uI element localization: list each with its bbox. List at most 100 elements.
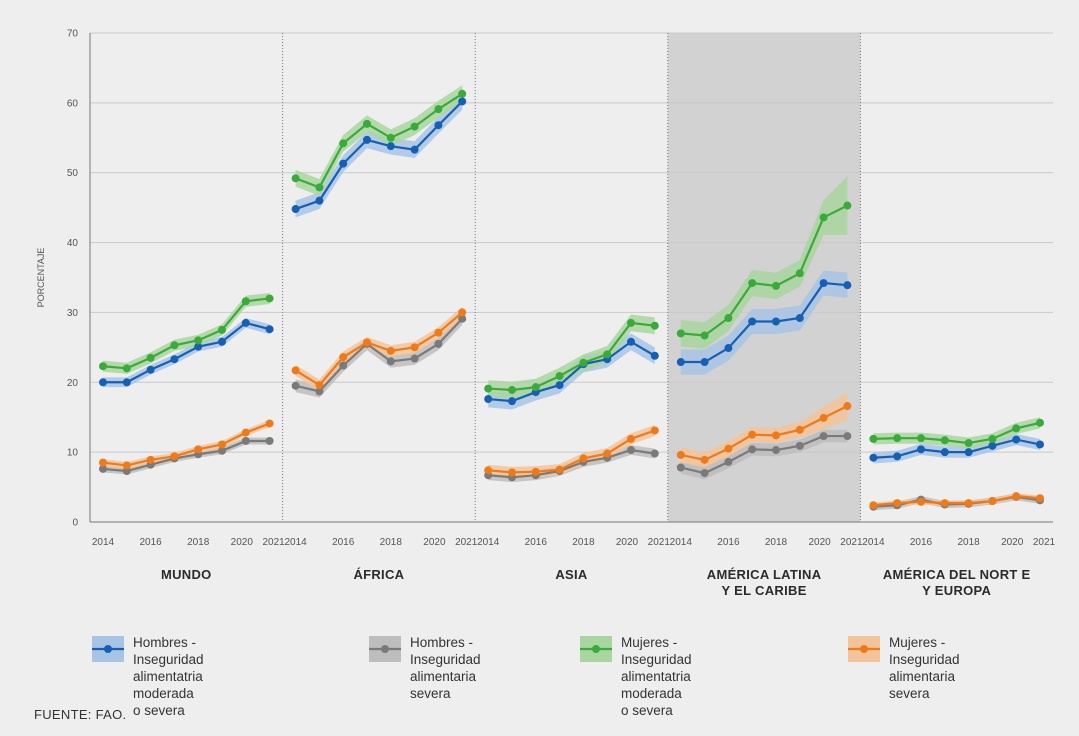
x-tick-label: 2021: [455, 537, 478, 548]
data-point: [795, 425, 804, 434]
data-point: [146, 455, 155, 464]
data-point: [650, 426, 659, 435]
legend-marker: [860, 645, 868, 653]
legend-label-line: alimentatria moderada o severa: [621, 669, 691, 718]
data-point: [363, 338, 371, 347]
region-label: AMÉRICA LATINA: [707, 567, 822, 582]
legend-marker: [381, 645, 389, 653]
x-tick-label: 2016: [332, 537, 355, 548]
data-point: [484, 466, 493, 475]
data-point: [265, 419, 274, 428]
data-point: [700, 455, 709, 464]
data-point: [988, 434, 997, 443]
data-point: [363, 119, 371, 128]
data-point: [843, 402, 852, 411]
x-tick-label: 2018: [957, 537, 980, 548]
data-point: [676, 329, 685, 338]
data-point: [386, 357, 395, 366]
legend-swatch-hombres-severa: [369, 636, 401, 662]
x-tick-label: 2020: [808, 537, 831, 548]
data-point: [315, 196, 324, 205]
y-tick-label: 10: [67, 448, 79, 459]
data-point: [819, 213, 828, 222]
data-point: [241, 318, 250, 327]
x-tick-label: 2021: [1033, 537, 1056, 548]
x-tick-label: 2018: [572, 537, 595, 548]
data-point: [700, 469, 709, 478]
data-point: [555, 465, 564, 474]
data-point: [265, 325, 274, 334]
data-point: [218, 446, 226, 455]
data-point: [772, 281, 780, 290]
data-point: [241, 428, 250, 437]
data-point: [627, 446, 635, 455]
data-point: [434, 339, 443, 348]
data-point: [748, 279, 757, 288]
data-point: [843, 201, 852, 210]
legend-swatch-mujeres-moderada: [580, 636, 612, 662]
ci-band: [873, 417, 1040, 449]
data-point: [650, 351, 659, 360]
data-point: [386, 133, 395, 142]
region-label: ASIA: [555, 567, 588, 582]
data-point: [339, 139, 348, 148]
region-label: ÁFRICA: [353, 567, 404, 582]
data-point: [194, 342, 203, 351]
data-point: [315, 183, 324, 192]
data-point: [893, 499, 902, 508]
ci-band: [873, 493, 1040, 509]
data-point: [579, 454, 588, 463]
data-point: [893, 434, 902, 443]
ci-band: [680, 392, 848, 468]
data-point: [795, 314, 804, 323]
data-point: [627, 434, 635, 443]
data-point: [194, 445, 203, 454]
legend-swatch-mujeres-severa: [848, 636, 880, 662]
y-axis-title: PORCENTAJE: [36, 248, 46, 308]
data-point: [265, 294, 274, 303]
series-line: [295, 92, 463, 189]
data-point: [291, 366, 300, 375]
data-point: [218, 325, 226, 334]
data-point: [122, 461, 131, 470]
y-tick-label: 60: [67, 98, 79, 109]
data-point: [291, 174, 300, 183]
data-point: [265, 436, 274, 445]
panel-asia: 2014 2016 2018 2020 2021 ASIA: [477, 314, 670, 582]
legend-label-mujeres-moderada: Mujeres - Inseguridad alimentatria modera…: [621, 634, 692, 719]
data-point: [748, 445, 757, 454]
data-point: [170, 341, 179, 350]
series-line: [680, 281, 848, 364]
data-point: [99, 458, 107, 467]
data-point: [795, 269, 804, 278]
series-line: [295, 317, 463, 393]
data-point: [508, 468, 516, 477]
data-point: [772, 317, 780, 326]
x-tick-label: 2014: [670, 537, 693, 548]
x-tick-label: 2020: [616, 537, 639, 548]
region-label: AMÉRICA DEL NORT E: [883, 567, 1031, 582]
data-point: [434, 105, 443, 114]
data-point: [917, 445, 925, 454]
series-line: [680, 204, 848, 337]
data-point: [122, 467, 131, 476]
data-point: [531, 383, 540, 392]
region-label: MUNDO: [161, 567, 212, 582]
data-point: [940, 499, 949, 508]
data-point: [122, 378, 131, 387]
data-point: [772, 446, 780, 455]
data-point: [410, 122, 419, 131]
ci-band: [295, 93, 463, 218]
series-line: [102, 422, 270, 467]
data-point: [819, 413, 828, 422]
series-line: [680, 434, 848, 475]
data-point: [241, 436, 250, 445]
series-line: [295, 100, 463, 211]
data-point: [339, 159, 348, 168]
data-point: [386, 346, 395, 355]
data-point: [748, 317, 757, 326]
data-point: [700, 331, 709, 340]
data-point: [795, 441, 804, 450]
region-label: Y EL CARIBE: [722, 583, 807, 598]
